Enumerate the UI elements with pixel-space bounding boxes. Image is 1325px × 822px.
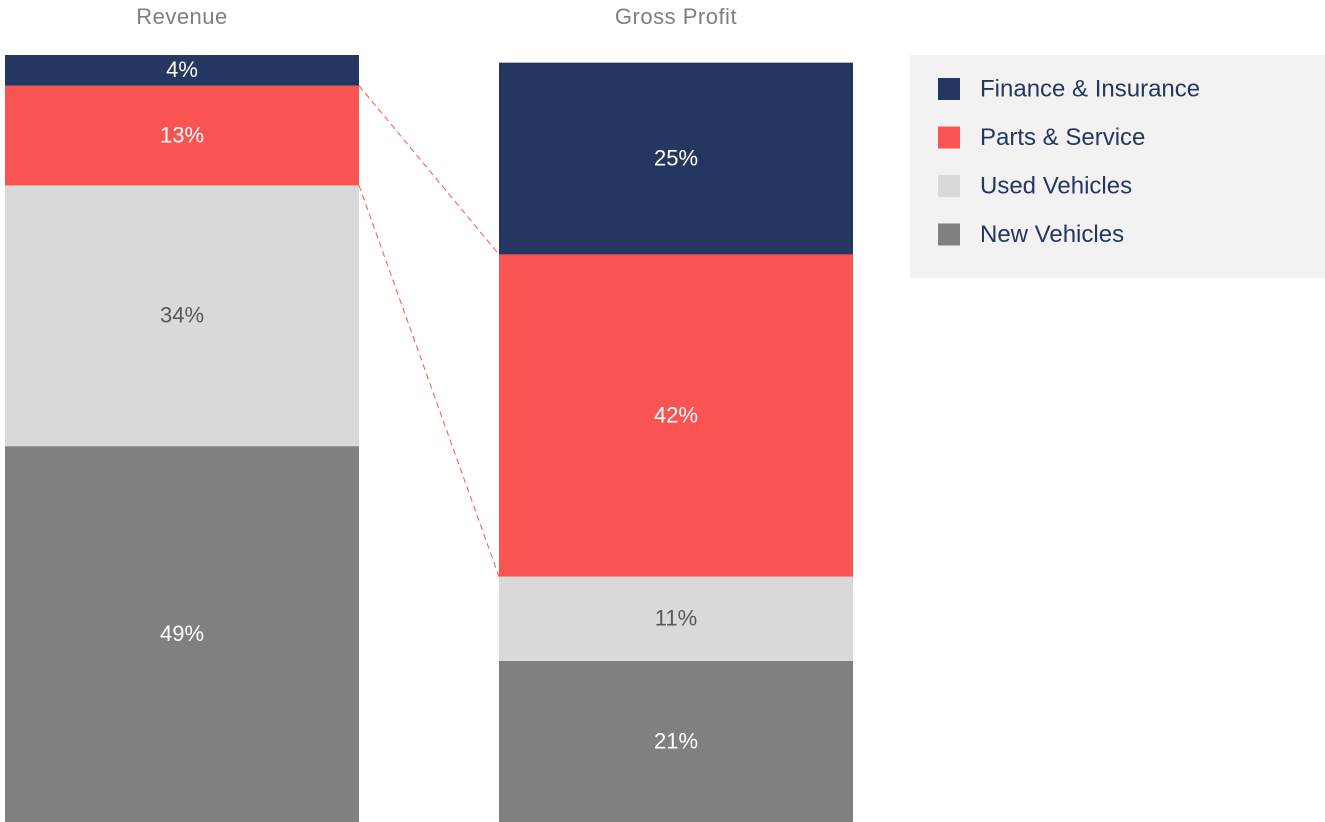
category-label: Revenue — [136, 4, 228, 29]
data-label: 25% — [654, 145, 698, 170]
legend-swatch — [938, 223, 960, 246]
data-label: 4% — [166, 57, 198, 82]
data-label: 11% — [655, 606, 697, 631]
legend-swatch — [938, 175, 960, 197]
bar-segment — [499, 62, 853, 255]
legend-label: New Vehicles — [980, 221, 1124, 248]
category-label: Gross Profit — [615, 4, 737, 29]
legend-swatch — [938, 126, 960, 149]
legend-label: Parts & Service — [980, 124, 1145, 151]
bar-segment — [499, 660, 853, 822]
legend-label: Finance & Insurance — [980, 75, 1200, 102]
legend-swatch — [938, 78, 960, 100]
bar-segment — [5, 55, 359, 86]
connector-line — [358, 185, 500, 577]
connector-line — [358, 85, 500, 255]
legend-box — [910, 55, 1325, 278]
bar-segment — [5, 185, 359, 447]
data-label: 34% — [160, 303, 204, 328]
data-label: 21% — [654, 728, 698, 753]
legend-label: Used Vehicles — [980, 172, 1132, 199]
data-label: 42% — [654, 402, 698, 427]
bar-segment — [499, 254, 853, 577]
bar-segment — [5, 446, 359, 822]
data-label: 49% — [160, 621, 204, 646]
bar-segment — [5, 85, 359, 186]
bar-segment — [499, 576, 853, 661]
data-label: 13% — [160, 122, 204, 147]
